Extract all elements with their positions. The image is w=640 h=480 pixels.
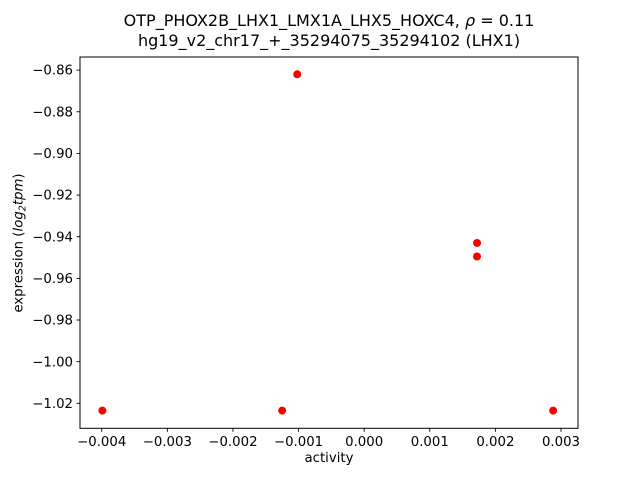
x-axis-label: activity bbox=[304, 451, 354, 466]
data-point bbox=[293, 70, 302, 79]
chart-title: OTP_PHOX2B_LHX1_LMX1A_LHX5_HOXC4, ρ = 0.… bbox=[80, 11, 578, 31]
y-tick-label: −0.98 bbox=[32, 314, 73, 329]
y-tick-label: −0.90 bbox=[32, 147, 73, 162]
y-axis-label: expression (log2tpm) bbox=[11, 173, 29, 313]
rho-value-text: = 0.11 bbox=[475, 11, 535, 30]
x-tick-label: 0.002 bbox=[476, 435, 514, 450]
axes-spines bbox=[79, 56, 579, 429]
chart-title-block: OTP_PHOX2B_LHX1_LMX1A_LHX5_HOXC4, ρ = 0.… bbox=[80, 11, 578, 51]
y-axis-label-prefix: expression ( bbox=[11, 231, 27, 313]
y-tick-label: −0.96 bbox=[32, 272, 73, 287]
chart-title-text: OTP_PHOX2B_LHX1_LMX1A_LHX5_HOXC4, bbox=[123, 11, 465, 30]
y-axis-label-suffix: ) bbox=[11, 173, 27, 179]
x-tick-label: −0.002 bbox=[208, 435, 257, 450]
rho-symbol: ρ bbox=[464, 11, 476, 30]
y-axis-label-unit: tpm bbox=[11, 178, 27, 206]
x-tick-label: −0.003 bbox=[143, 435, 192, 450]
y-tick-label: −0.86 bbox=[32, 64, 73, 79]
data-point bbox=[473, 238, 482, 247]
data-point bbox=[549, 406, 558, 415]
y-axis-label-log: log bbox=[11, 211, 27, 232]
data-point bbox=[473, 252, 482, 261]
data-point bbox=[98, 406, 107, 415]
y-tick-label: −1.00 bbox=[32, 355, 73, 370]
y-tick-label: −0.88 bbox=[32, 105, 73, 120]
y-tick-label: −1.02 bbox=[32, 397, 73, 412]
y-tick-label: −0.94 bbox=[32, 230, 73, 245]
y-axis-label-subscript: 2 bbox=[17, 205, 29, 212]
chart-subtitle: hg19_v2_chr17_+_35294075_35294102 (LHX1) bbox=[137, 31, 521, 50]
x-tick-label: 0.003 bbox=[542, 435, 580, 450]
x-tick-label: 0.000 bbox=[345, 435, 383, 450]
x-tick-label: −0.004 bbox=[77, 435, 126, 450]
x-tick-label: 0.001 bbox=[411, 435, 449, 450]
y-tick-label: −0.92 bbox=[32, 189, 73, 204]
data-point bbox=[278, 406, 287, 415]
x-tick-label: −0.001 bbox=[274, 435, 323, 450]
